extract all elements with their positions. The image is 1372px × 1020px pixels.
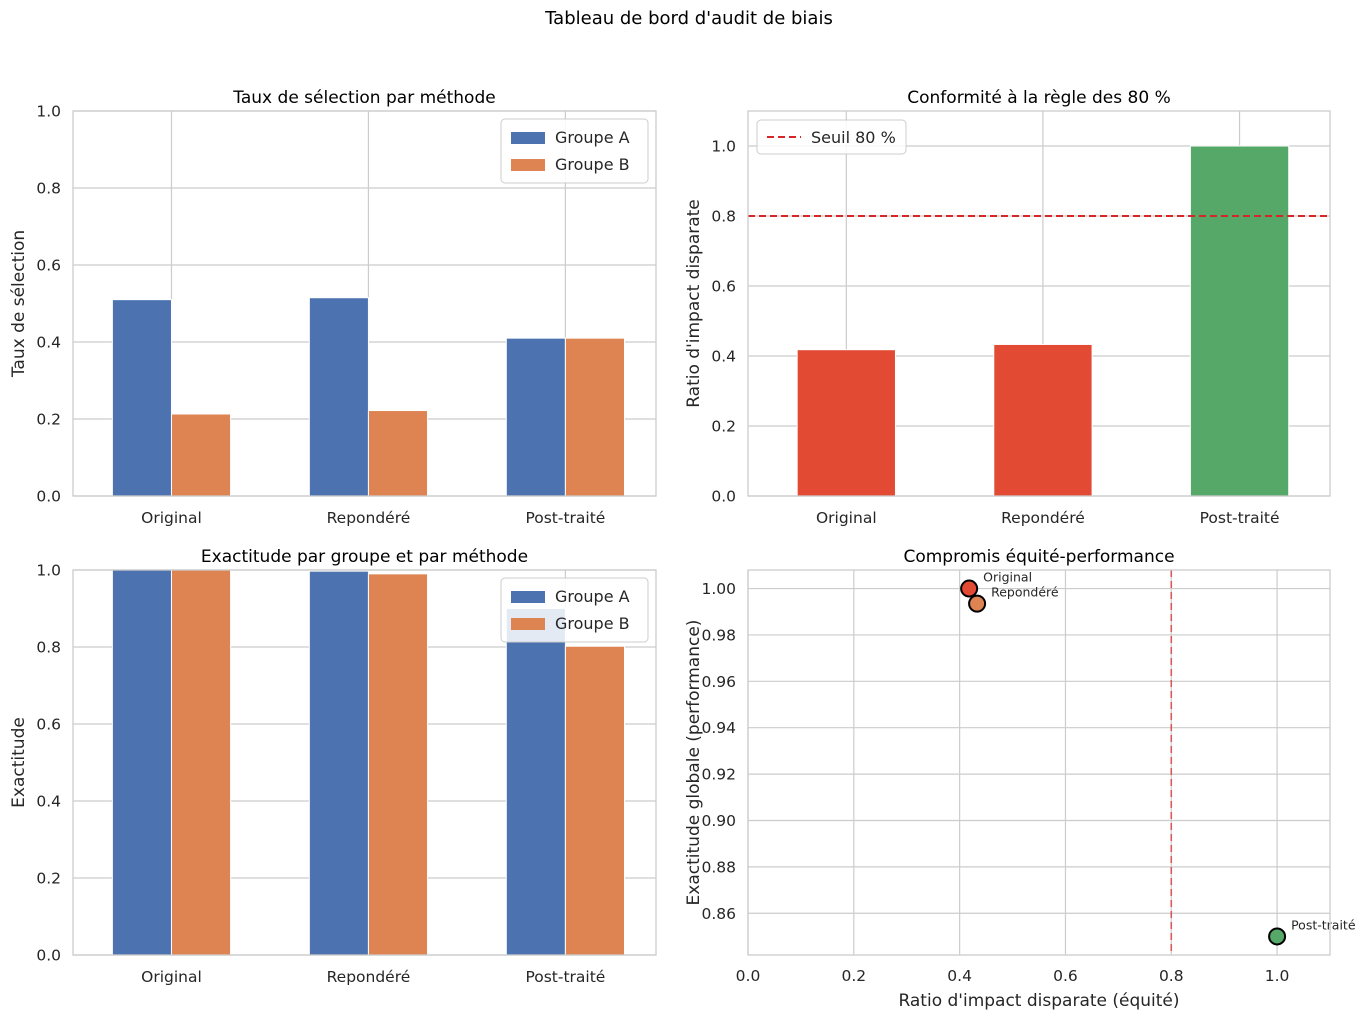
point-1 [968, 594, 987, 613]
x-tick-label: 0.0 [736, 967, 761, 985]
axes-frame [72, 110, 657, 497]
y-tick-label: 0.90 [701, 812, 736, 830]
figure-title: Tableau de bord d'audit de biais [544, 8, 833, 29]
y-tick-label: 0.94 [701, 719, 736, 737]
bar-ratio-2 [1189, 145, 1290, 497]
tradeoff-chart: Compromis équité-performance Exactitude g… [684, 547, 1356, 1011]
axes-frame [747, 569, 1331, 956]
bar-ratio-0 [796, 349, 896, 497]
y-tick-label: 0.88 [701, 858, 736, 876]
chart-title: Taux de sélection par méthode [232, 88, 495, 108]
chart-title: Conformité à la règle des 80 % [907, 88, 1170, 108]
bar-group-a-0 [111, 299, 172, 497]
chart-title: Compromis équité-performance [903, 547, 1174, 567]
y-tick-label: 0.0 [711, 488, 736, 506]
y-tick-label: 0.92 [701, 766, 736, 784]
bar-group-a-1 [308, 570, 369, 956]
bar-ratio-1 [993, 343, 1093, 497]
legend-swatch [511, 159, 545, 171]
y-tick-label: 1.0 [711, 138, 736, 156]
legend-label: Groupe A [555, 128, 630, 147]
y-tick-label: 0.96 [701, 673, 736, 691]
axes-frame [72, 569, 657, 956]
chart-title: Exactitude par groupe et par méthode [201, 547, 528, 567]
y-tick-label: 0.2 [36, 411, 61, 429]
y-tick-label: 1.00 [701, 580, 736, 598]
legend-swatch [511, 132, 545, 144]
x-tick-label: Original [816, 509, 877, 527]
y-axis-label: Taux de sélection [9, 230, 29, 378]
y-tick-label: 0.6 [711, 278, 736, 296]
point-label: Post-traité [1291, 917, 1356, 932]
bar-group-b-2 [564, 645, 625, 956]
compliance-chart: Conformité à la règle des 80 % Ratio d'im… [684, 88, 1331, 527]
x-tick-label: Original [141, 509, 202, 527]
x-tick-label: Post-traité [525, 509, 605, 527]
y-tick-label: 0.0 [36, 947, 61, 965]
x-tick-label: 0.6 [1053, 967, 1078, 985]
y-tick-label: 0.2 [36, 870, 61, 888]
y-tick-label: 1.0 [36, 562, 61, 580]
y-tick-label: 0.8 [36, 180, 61, 198]
y-axis-label: Exactitude [9, 717, 29, 808]
y-axis-label: Exactitude globale (performance) [684, 620, 704, 906]
x-axis-label: Ratio d'impact disparate (équité) [898, 991, 1179, 1011]
point-2 [1268, 927, 1287, 946]
x-tick-label: Repondéré [327, 968, 411, 986]
y-tick-label: 0.6 [36, 257, 61, 275]
selection-rate-chart: Taux de sélection par méthode Taux de sél… [9, 88, 657, 527]
x-tick-label: 0.2 [841, 967, 866, 985]
y-axis-label: Ratio d'impact disparate [684, 199, 704, 408]
x-tick-label: Post-traité [1200, 509, 1280, 527]
legend-label: Groupe A [555, 587, 630, 606]
y-tick-label: 0.4 [711, 348, 736, 366]
y-tick-label: 1.0 [36, 103, 61, 121]
legend-label: Seuil 80 % [811, 128, 896, 147]
x-tick-label: 0.8 [1159, 967, 1184, 985]
x-tick-label: Original [141, 968, 202, 986]
y-tick-label: 0.4 [36, 334, 61, 352]
bar-group-a-1 [308, 297, 369, 497]
bar-group-a-0 [111, 569, 172, 956]
bar-group-b-2 [564, 337, 625, 497]
point-0 [960, 579, 979, 598]
y-tick-label: 0.6 [36, 716, 61, 734]
legend-box [756, 119, 907, 155]
bar-group-a-2 [505, 337, 566, 497]
y-tick-label: 0.8 [36, 639, 61, 657]
x-tick-label: Repondéré [1001, 509, 1085, 527]
x-tick-label: 1.0 [1265, 967, 1290, 985]
x-tick-label: 0.4 [947, 967, 972, 985]
y-tick-label: 0.2 [711, 418, 736, 436]
bar-group-a-2 [505, 608, 566, 956]
bar-group-b-1 [367, 410, 429, 497]
x-tick-label: Repondéré [327, 509, 411, 527]
accuracy-chart: Exactitude par groupe et par méthode Exac… [9, 547, 657, 986]
y-tick-label: 0.98 [701, 626, 736, 644]
y-tick-label: 0.4 [36, 793, 61, 811]
plot-area [748, 570, 1330, 955]
y-tick-label: 0.86 [701, 905, 736, 923]
x-tick-label: Post-traité [525, 968, 605, 986]
y-tick-label: 0.8 [711, 208, 736, 226]
point-label: Repondéré [991, 585, 1059, 600]
legend-swatch [511, 618, 545, 630]
point-label: Original [983, 570, 1032, 585]
bar-group-b-1 [367, 573, 429, 956]
axes-frame [747, 110, 1331, 497]
legend-swatch [511, 591, 545, 603]
bar-group-b-0 [170, 569, 232, 956]
y-tick-label: 0.0 [36, 488, 61, 506]
legend-label: Groupe B [555, 614, 630, 633]
legend-label: Groupe B [555, 155, 630, 174]
bar-group-b-0 [170, 413, 232, 497]
